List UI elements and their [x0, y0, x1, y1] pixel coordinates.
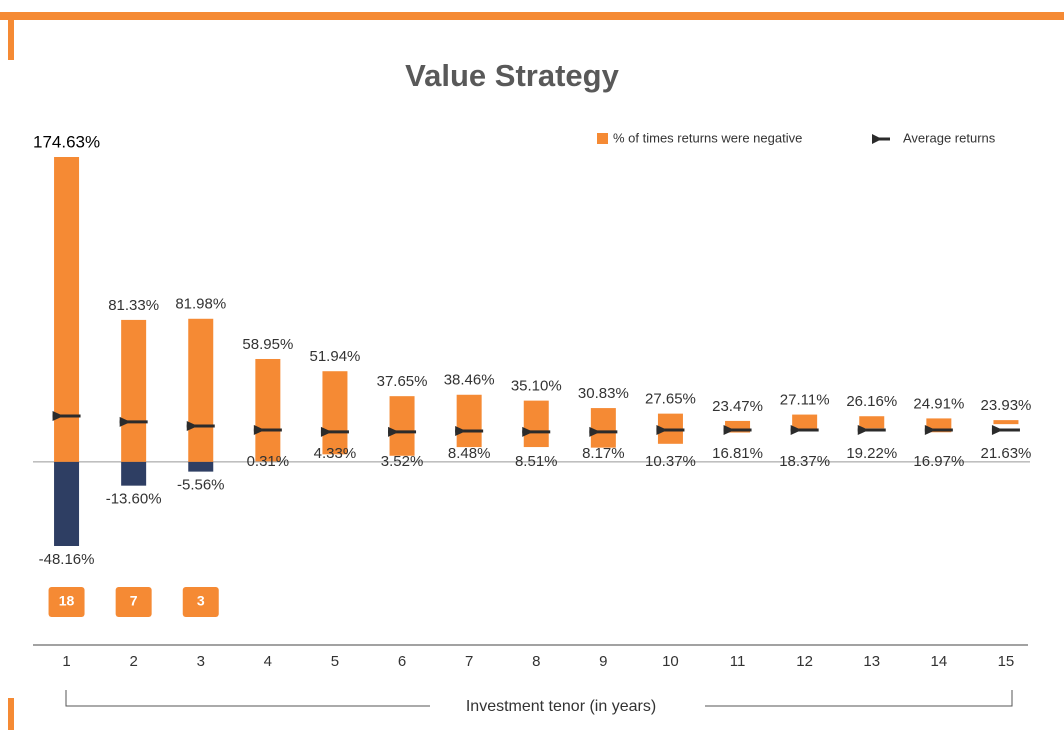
- value-label: 24.91%: [913, 395, 964, 412]
- side-band: [8, 698, 14, 730]
- value-label: 27.65%: [645, 391, 696, 408]
- badge-label: 18: [59, 593, 75, 609]
- x-tick-label: 11: [730, 653, 746, 670]
- legend-swatch: [872, 134, 882, 144]
- x-tick-label: 10: [662, 653, 679, 670]
- value-label: 8.51%: [515, 453, 558, 470]
- bar: [859, 416, 885, 429]
- value-label: 8.17%: [582, 445, 625, 462]
- value-label: 18.37%: [779, 453, 830, 470]
- legend-label: Average returns: [903, 130, 996, 145]
- x-tick-label: 14: [931, 653, 948, 670]
- average-marker: [119, 416, 148, 427]
- value-label: -13.60%: [106, 491, 162, 508]
- value-label: 21.63%: [981, 445, 1032, 462]
- x-tick-label: 6: [398, 653, 406, 670]
- bar: [993, 420, 1019, 425]
- x-tick-label: 13: [863, 653, 880, 670]
- value-label: 4.33%: [314, 445, 357, 462]
- average-marker: [455, 426, 484, 437]
- x-tick-label: 4: [264, 653, 272, 670]
- bar: [590, 408, 616, 448]
- x-tick-label: 1: [62, 653, 70, 670]
- value-label: 51.94%: [310, 348, 361, 365]
- x-tick-label: 7: [465, 653, 473, 670]
- value-label: 37.65%: [377, 373, 428, 390]
- bar: [121, 319, 147, 462]
- value-label: 58.95%: [242, 336, 293, 353]
- value-label: 23.47%: [712, 398, 763, 415]
- value-label: 16.81%: [712, 445, 763, 462]
- x-tick-label: 8: [532, 653, 540, 670]
- negative-bar: [54, 461, 80, 546]
- average-marker: [723, 424, 752, 435]
- x-tick-label: 3: [197, 653, 205, 670]
- value-label: -48.16%: [39, 551, 95, 568]
- chart-title: Value Strategy: [405, 58, 619, 93]
- x-tick-label: 2: [129, 653, 137, 670]
- x-tick-label: 5: [331, 653, 339, 670]
- axis-bracket: [65, 690, 1013, 707]
- negative-bar: [188, 461, 214, 472]
- bar: [523, 400, 549, 448]
- value-label: 174.63%: [33, 132, 100, 151]
- x-tick-label: 15: [998, 653, 1015, 670]
- bar: [792, 414, 818, 430]
- side-band: [8, 20, 14, 60]
- x-axis-label: Investment tenor (in years): [466, 698, 656, 715]
- average-marker: [320, 426, 349, 437]
- bar: [456, 394, 482, 448]
- average-marker: [790, 424, 819, 435]
- average-marker: [186, 420, 215, 431]
- legend-label: % of times returns were negative: [613, 130, 802, 145]
- legend-swatch: [597, 133, 608, 144]
- average-marker: [924, 424, 953, 435]
- average-marker: [991, 424, 1020, 435]
- bar: [389, 396, 415, 456]
- top-band: [0, 12, 1064, 20]
- negative-share-badge: [48, 587, 85, 617]
- value-label: 16.97%: [913, 453, 964, 470]
- value-label: 3.52%: [381, 453, 424, 470]
- average-marker: [52, 410, 81, 421]
- x-tick-label: 9: [599, 653, 607, 670]
- value-label: 81.33%: [108, 297, 159, 314]
- average-marker: [388, 426, 417, 437]
- bar: [255, 358, 281, 462]
- bar: [322, 371, 348, 455]
- value-label: 35.10%: [511, 378, 562, 395]
- average-marker: [253, 424, 282, 435]
- badge-label: 3: [197, 593, 205, 609]
- value-label: 10.37%: [645, 453, 696, 470]
- average-marker: [589, 426, 618, 437]
- negative-bar: [121, 461, 147, 486]
- value-label: 30.83%: [578, 385, 629, 402]
- value-label: 26.16%: [846, 393, 897, 410]
- average-marker: [656, 424, 685, 435]
- value-label: 19.22%: [846, 445, 897, 462]
- average-marker: [857, 424, 886, 435]
- negative-share-badge: [115, 587, 152, 617]
- badge-label: 7: [130, 593, 138, 609]
- average-marker: [522, 426, 551, 437]
- negative-share-badge: [182, 587, 219, 617]
- value-label: 38.46%: [444, 372, 495, 389]
- x-tick-label: 12: [796, 653, 813, 670]
- value-label: 8.48%: [448, 445, 491, 462]
- bar: [54, 157, 80, 462]
- value-label: 0.31%: [247, 453, 290, 470]
- value-label: 23.93%: [981, 397, 1032, 414]
- value-label: -5.56%: [177, 477, 225, 494]
- bar: [188, 318, 214, 462]
- bar: [725, 420, 751, 433]
- value-label: 81.98%: [175, 296, 226, 313]
- value-label: 27.11%: [780, 392, 830, 409]
